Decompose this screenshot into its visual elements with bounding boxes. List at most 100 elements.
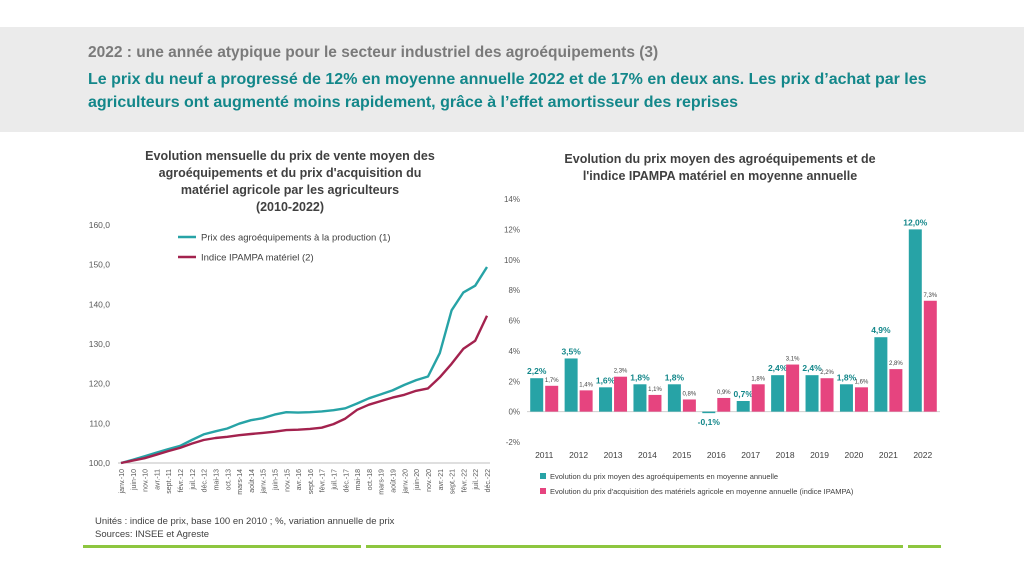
bar-chart-title: Evolution du prix moyen des agroéquipeme… — [530, 151, 910, 185]
x-tick-label: août-19 — [391, 469, 398, 493]
x-category-label: 2018 — [776, 450, 795, 460]
bar-production-price — [599, 387, 613, 412]
bar-production-price — [839, 384, 853, 412]
footer-rule — [83, 545, 361, 548]
y-tick-label: 160,0 — [89, 220, 111, 230]
data-label: 1,7% — [545, 378, 559, 384]
y-tick-label: 8% — [508, 286, 520, 295]
data-label: 1,8% — [665, 372, 685, 382]
line-chart-title-line: Evolution mensuelle du prix de vente moy… — [145, 149, 435, 163]
bar-production-price — [771, 375, 785, 412]
y-tick-label: 130,0 — [89, 339, 111, 349]
data-label: 0,7% — [734, 389, 754, 399]
legend-label: Prix des agroéquipements à la production… — [201, 233, 391, 244]
data-label: 1,8% — [630, 372, 650, 382]
bar-chart-title-line: Evolution du prix moyen des agroéquipeme… — [564, 152, 876, 166]
x-tick-label: janv.-10 — [119, 469, 126, 494]
y-tick-label: 14% — [504, 195, 520, 204]
y-tick-label: 2% — [508, 377, 520, 386]
y-tick-label: 100,0 — [89, 458, 111, 468]
x-tick-label: avr.-16 — [296, 469, 303, 491]
data-label: 0,9% — [717, 390, 731, 396]
bar-ipampa — [923, 300, 937, 412]
slide-headline: Le prix du neuf a progressé de 12% en mo… — [88, 71, 927, 111]
bar-production-price — [736, 400, 750, 412]
legend-label: Evolution du prix moyen des agroéquipeme… — [550, 472, 778, 481]
y-tick-label: 120,0 — [89, 379, 111, 389]
bar-production-price — [908, 229, 922, 412]
data-label: 2,2% — [527, 366, 547, 376]
legend-label: Indice IPAMPA matériel (2) — [201, 253, 314, 264]
x-category-label: 2016 — [707, 450, 726, 460]
x-tick-label: févr.-22 — [461, 469, 468, 492]
line-chart-title: Evolution mensuelle du prix de vente moy… — [120, 148, 460, 216]
data-label: -0,1% — [698, 417, 721, 427]
bar-ipampa — [786, 364, 800, 412]
x-category-label: 2012 — [569, 450, 588, 460]
data-label: 2,4% — [802, 363, 822, 373]
line-chart-title-line: agroéquipements et du prix d'acquisition… — [158, 166, 422, 180]
data-label: 3,1% — [786, 357, 800, 363]
bar-production-price — [702, 411, 716, 414]
data-label: 2,4% — [768, 363, 788, 373]
x-tick-label: nov.-10 — [143, 469, 150, 492]
x-tick-label: mai-18 — [355, 469, 362, 491]
bar-ipampa — [682, 399, 696, 412]
bar-chart-title-line: l'indice IPAMPA matériel en moyenne annu… — [582, 169, 858, 183]
x-category-label: 2022 — [913, 450, 932, 460]
data-label: 1,8% — [837, 372, 857, 382]
x-tick-label: déc.-12 — [202, 469, 209, 492]
y-tick-label: 150,0 — [89, 260, 111, 270]
x-tick-label: sept.-21 — [450, 469, 457, 494]
x-tick-label: juil.-12 — [190, 469, 197, 491]
x-tick-label: juin-10 — [131, 469, 138, 491]
x-tick-label: juin-20 — [414, 469, 421, 491]
bar-ipampa — [889, 369, 903, 412]
x-tick-label: janv.-15 — [261, 469, 268, 494]
series-line-production-price — [120, 266, 489, 465]
y-tick-label: 10% — [504, 256, 520, 265]
footnote-sources: Sources: INSEE et Agreste — [95, 529, 210, 540]
bar-ipampa — [717, 397, 731, 412]
bar-ipampa — [545, 385, 559, 412]
x-tick-label: déc.-17 — [343, 469, 350, 492]
x-tick-label: mai-13 — [213, 469, 220, 491]
bar-ipampa — [854, 387, 868, 412]
y-tick-label: 110,0 — [89, 418, 110, 428]
x-category-label: 2020 — [844, 450, 863, 460]
y-tick-label: 4% — [508, 347, 520, 356]
x-tick-label: mars-19 — [379, 469, 386, 495]
x-tick-label: déc.-22 — [485, 469, 492, 492]
bar-production-price — [564, 358, 578, 412]
y-tick-label: 12% — [504, 225, 520, 234]
series-line-ipampa — [120, 315, 489, 465]
x-category-label: 2021 — [879, 450, 898, 460]
y-tick-label: -2% — [506, 438, 520, 447]
data-label: 1,8% — [751, 376, 765, 382]
header-banner — [0, 27, 1024, 132]
x-tick-label: mars-14 — [237, 469, 244, 495]
x-tick-label: oct.-13 — [225, 469, 232, 491]
x-category-label: 2019 — [810, 450, 829, 460]
y-tick-label: 140,0 — [89, 299, 111, 309]
x-tick-label: sept.-11 — [166, 469, 173, 494]
x-category-label: 2011 — [535, 450, 554, 460]
data-label: 1,1% — [648, 387, 662, 393]
y-tick-label: 0% — [508, 408, 520, 417]
data-label: 1,6% — [855, 379, 869, 385]
x-tick-label: avr.-11 — [154, 469, 161, 490]
legend-label: Evolution du prix d'acquisition des maté… — [550, 487, 854, 496]
data-label: 2,2% — [820, 370, 834, 376]
data-label: 3,5% — [561, 346, 581, 356]
data-label: 12,0% — [903, 217, 928, 227]
x-category-label: 2014 — [638, 450, 657, 460]
bar-ipampa — [820, 378, 834, 412]
data-label: 2,8% — [889, 361, 903, 367]
x-tick-label: sept.-16 — [308, 469, 315, 494]
x-tick-label: juil.-17 — [332, 469, 339, 491]
footnote-units: Unités : indice de prix, base 100 en 201… — [95, 516, 395, 527]
bar-production-price — [633, 384, 647, 412]
bar-production-price — [805, 375, 819, 412]
footer-rule — [366, 545, 903, 548]
